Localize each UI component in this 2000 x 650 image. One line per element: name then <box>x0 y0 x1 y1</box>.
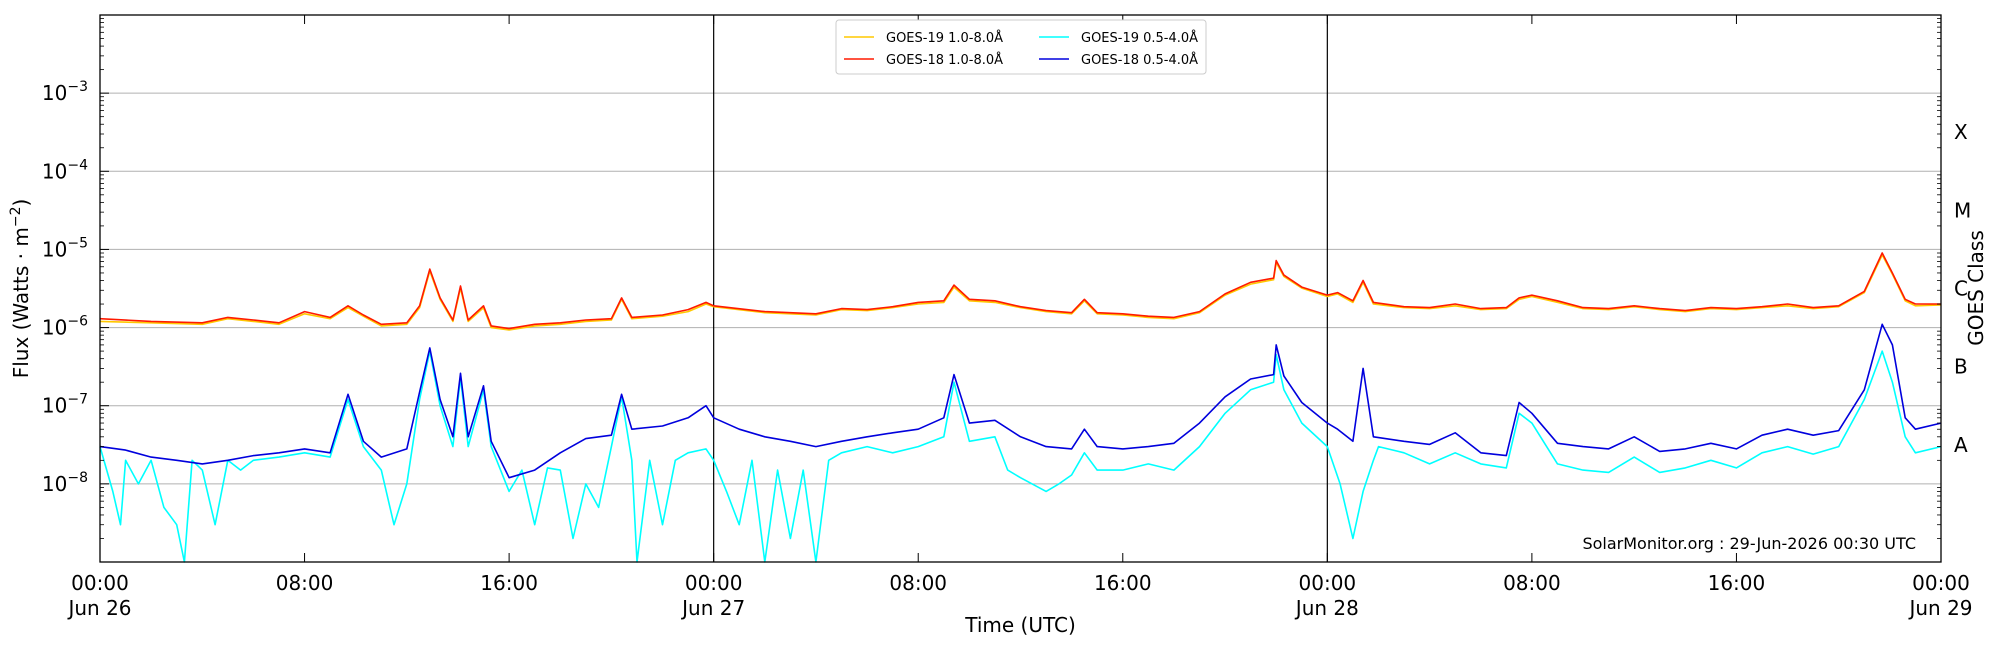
x-tick-time-label: 08:00 <box>276 571 334 595</box>
y-tick-label-base: 10 <box>42 394 67 418</box>
x-tick-time-label: 00:00 <box>1912 571 1970 595</box>
goes-class-axis-title: GOES Class <box>1964 230 1988 346</box>
y-tick-label-base: 10 <box>42 472 67 496</box>
x-tick-time-label: 08:00 <box>1503 571 1561 595</box>
legend-label: GOES-18 0.5-4.0Å <box>1081 52 1198 68</box>
y-axis-title-exponent: −2 <box>8 207 24 228</box>
x-tick-time-label: 00:00 <box>685 571 743 595</box>
goes-class-label: B <box>1954 355 1968 379</box>
series-line-1 <box>99 252 1941 330</box>
y-tick-label: 10−3 <box>42 79 88 105</box>
y-tick-label-exponent: −3 <box>67 79 88 95</box>
x-tick-date-label: Jun 27 <box>680 596 745 620</box>
series-line-3 <box>99 323 1942 479</box>
y-axis-title-main: Flux (Watts · m <box>9 227 33 378</box>
plot-frame <box>99 14 1942 563</box>
goes-class-label: A <box>1954 433 1968 457</box>
x-tick-time-label: 16:00 <box>1708 571 1766 595</box>
y-tick-label: 10−4 <box>42 157 88 183</box>
goes-class-label: C <box>1954 277 1968 301</box>
y-tick-label: 10−5 <box>42 235 88 261</box>
legend-label: GOES-19 0.5-4.0Å <box>1081 30 1198 46</box>
y-axis-title-close: ) <box>9 199 33 207</box>
y-tick-label-exponent: −8 <box>67 470 88 486</box>
legend-box <box>835 19 1207 75</box>
legend-label: GOES-19 1.0-8.0Å <box>886 30 1003 46</box>
y-tick-label-base: 10 <box>42 81 67 105</box>
y-tick-label: 10−6 <box>42 314 88 340</box>
y-tick-label-exponent: −5 <box>67 235 88 251</box>
x-tick-time-label: 08:00 <box>889 571 947 595</box>
y-tick-label-exponent: −7 <box>67 392 88 408</box>
y-axis-title: Flux (Watts · m−2) <box>8 199 33 379</box>
x-tick-date-label: Jun 26 <box>66 596 131 620</box>
x-tick-time-label: 16:00 <box>480 571 538 595</box>
x-tick-time-label: 00:00 <box>1299 571 1357 595</box>
y-tick-label: 10−8 <box>42 470 88 496</box>
goes-class-label: M <box>1954 198 1971 222</box>
x-tick-date-label: Jun 28 <box>1294 596 1359 620</box>
series-line-2 <box>99 350 1942 563</box>
y-tick-label-base: 10 <box>42 316 67 340</box>
day-boundary-lines <box>713 15 1328 562</box>
x-tick-time-label: 00:00 <box>71 571 129 595</box>
x-tick-date-label: Jun 29 <box>1907 596 1972 620</box>
y-tick-label-base: 10 <box>42 159 67 183</box>
y-tick-label-exponent: −6 <box>67 314 88 330</box>
y-tick-label-base: 10 <box>42 237 67 261</box>
series-layer <box>99 252 1942 563</box>
legend-label: GOES-18 1.0-8.0Å <box>886 52 1003 68</box>
y-tick-label-exponent: −4 <box>67 157 88 173</box>
y-tick-label: 10−7 <box>42 392 88 418</box>
x-axis-title: Time (UTC) <box>964 613 1076 637</box>
goes-class-label: X <box>1954 120 1968 144</box>
x-tick-time-label: 16:00 <box>1094 571 1152 595</box>
legend: GOES-19 1.0-8.0Å GOES-18 1.0-8.0Å GOES-19 … <box>835 19 1207 75</box>
watermark-text: SolarMonitor.org : 29-Jun-2026 00:30 UTC <box>1582 534 1916 553</box>
